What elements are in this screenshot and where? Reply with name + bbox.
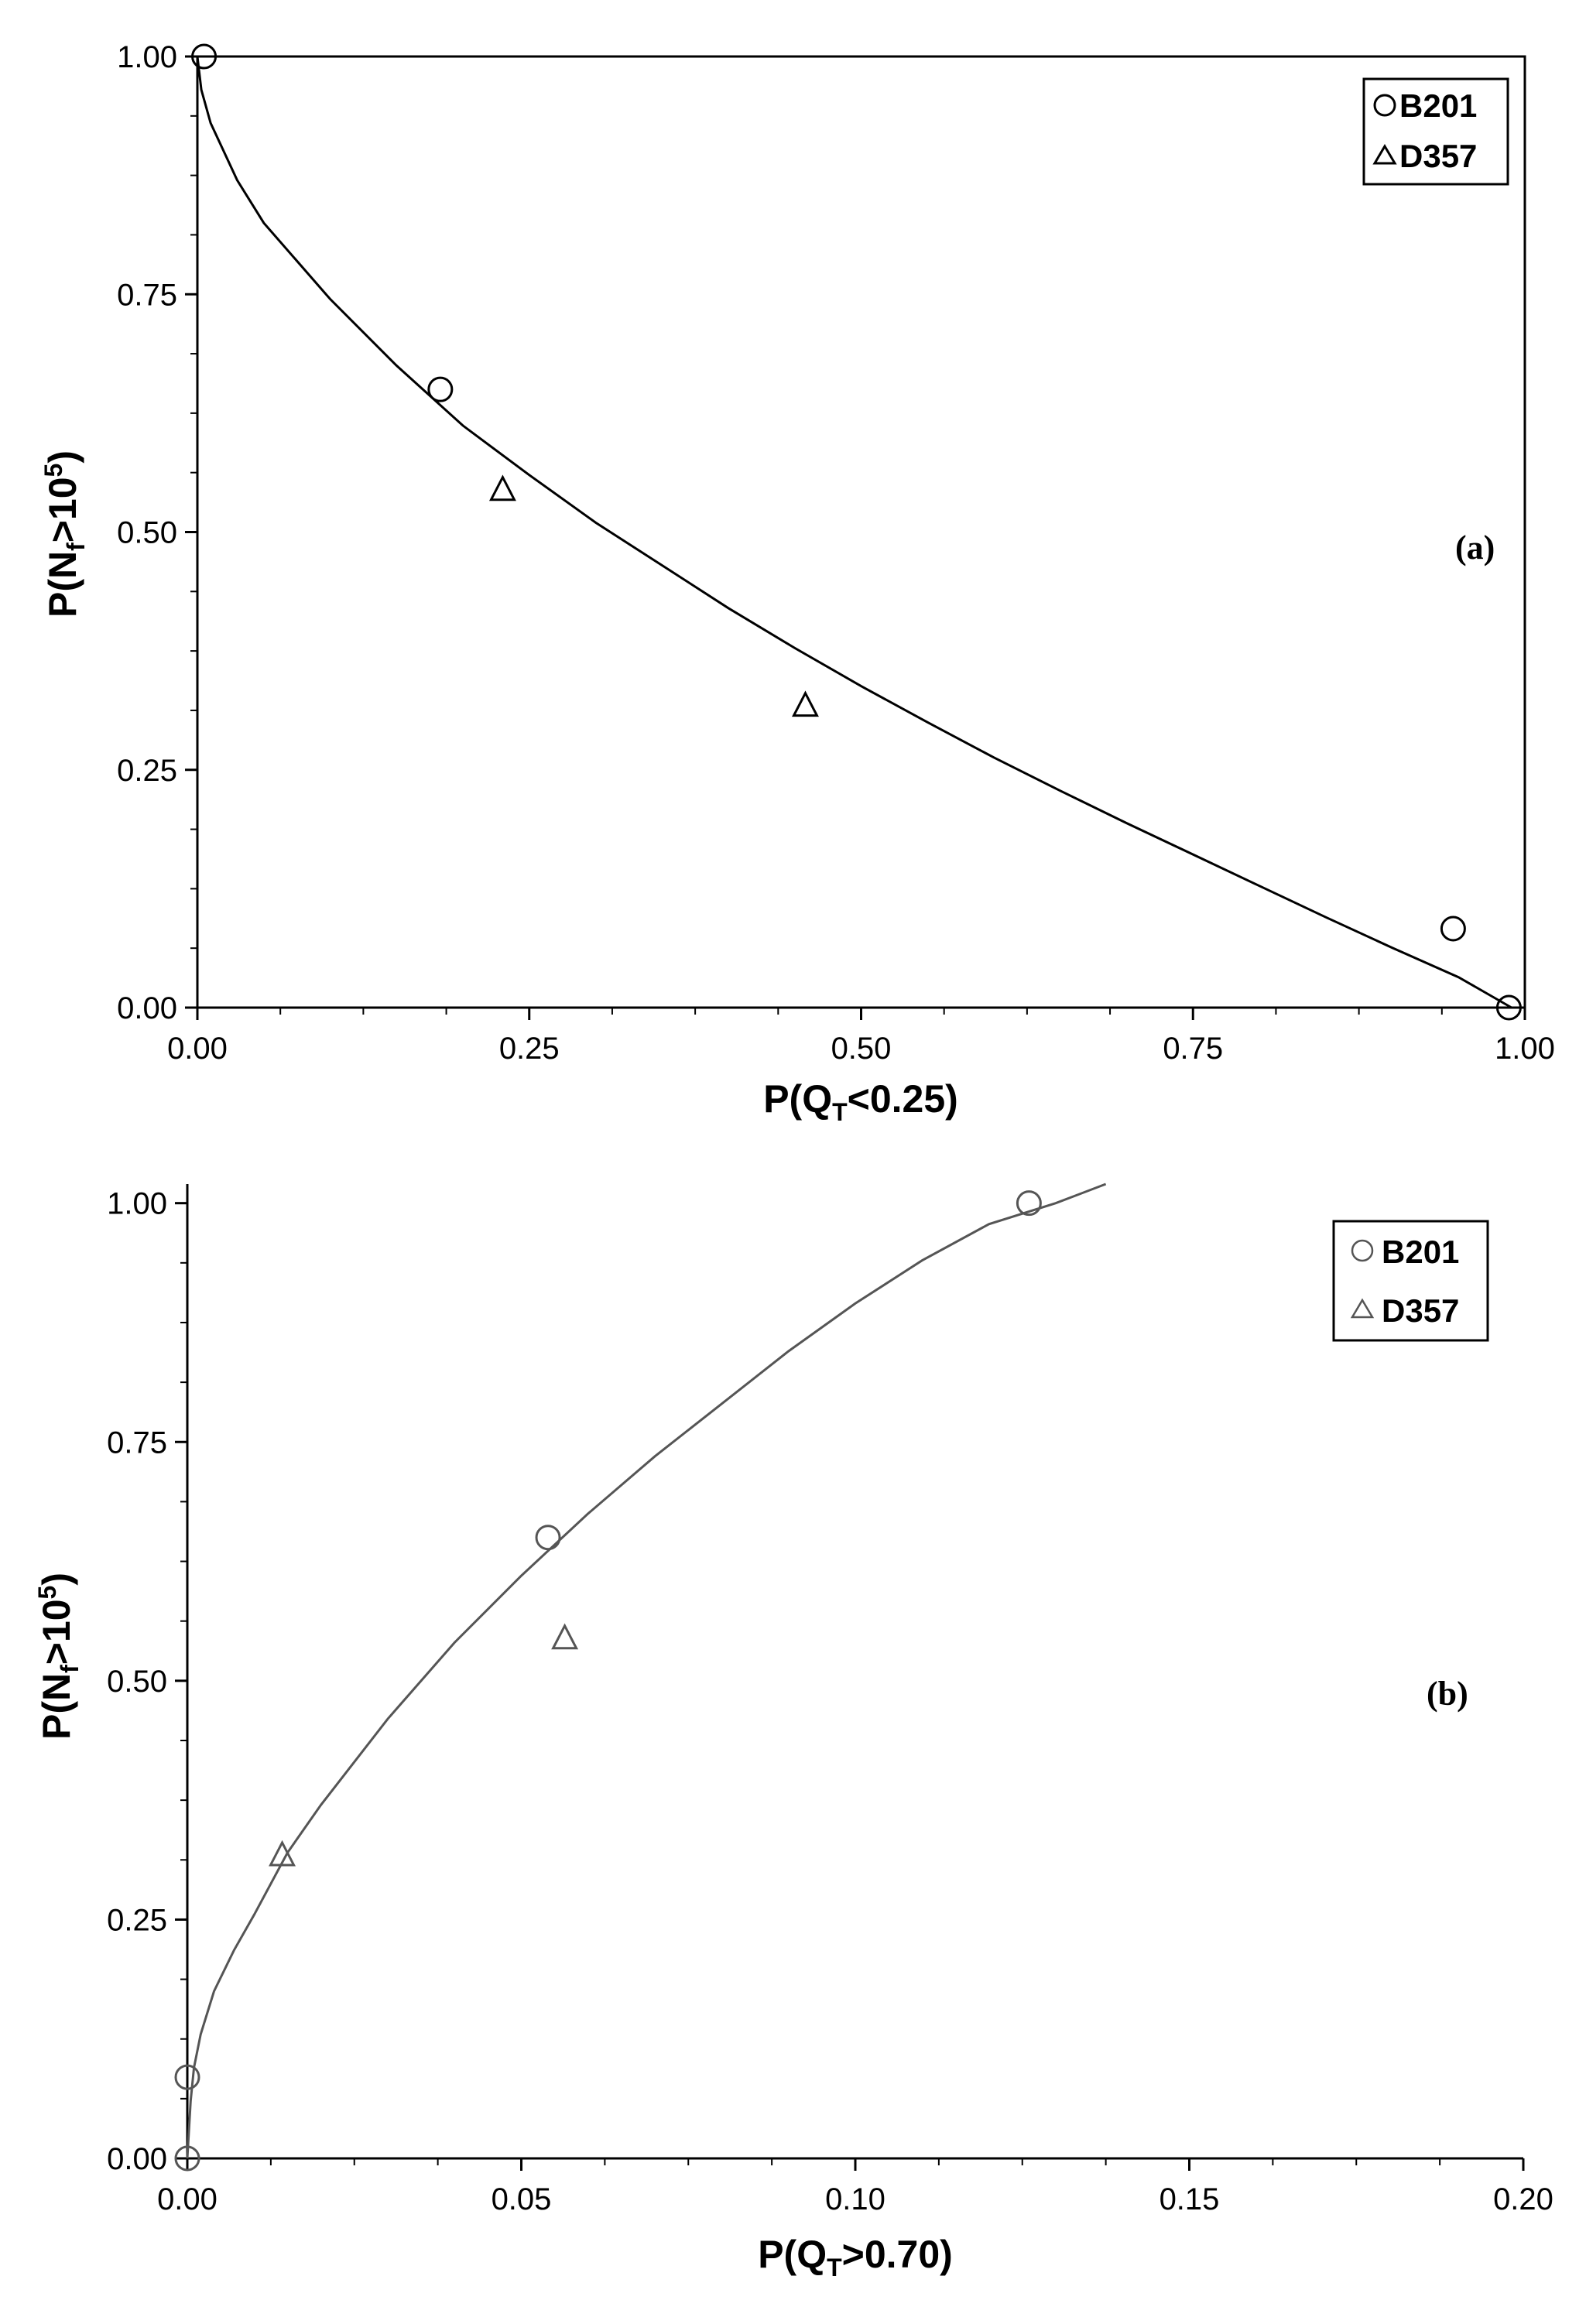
panel-b-legend-circle-marker — [1351, 1239, 1374, 1262]
panel-a-y-axis-title: P(Nf>105) — [39, 450, 90, 618]
b-point-b201 — [174, 2064, 200, 2090]
panel-b-legend: B201 D357 — [1332, 1220, 1489, 1342]
panel-b-fit-curve — [186, 1183, 1107, 2159]
panel-b-y-axis-title: P(Nf>105) — [33, 1573, 84, 1740]
panel-b-ticks — [175, 1202, 1525, 2171]
a-y-tick-label: 0.25 — [117, 754, 177, 788]
b-x-tick-label: 0.20 — [1493, 2182, 1553, 2216]
b-y-tick-label: 0.25 — [107, 1903, 167, 1937]
b-x-tick-label: 0.05 — [492, 2182, 552, 2216]
b-y-tick-label: 0.75 — [107, 1426, 167, 1460]
a-y-tick-label: 0.50 — [117, 516, 177, 550]
a-y-tick-label: 0.00 — [117, 991, 177, 1025]
panel-a-legend-label-d357: D357 — [1399, 138, 1477, 174]
a-y-tick-label: 0.75 — [117, 278, 177, 312]
a-point-b201 — [427, 376, 454, 402]
a-point-d357 — [792, 690, 819, 717]
b-point-d357 — [269, 1840, 296, 1867]
panel-a-legend-circle-marker — [1373, 94, 1396, 117]
panel-a-ticks — [185, 55, 1526, 1020]
b-point-d357 — [551, 1623, 579, 1650]
panel-b-chart: 0.00 0.05 0.10 0.15 0.20 0.00 0.25 0.50 0.75 1.00… — [33, 1183, 1553, 2281]
panel-b-legend-label-d357: D357 — [1382, 1292, 1459, 1329]
a-x-tick-label: 0.25 — [499, 1032, 560, 1066]
a-x-tick-label: 0.50 — [831, 1032, 892, 1066]
a-x-tick-label: 1.00 — [1495, 1032, 1555, 1066]
panel-a-data-points — [191, 43, 1522, 1021]
panel-a-legend-triangle-marker — [1372, 144, 1397, 165]
panel-a-fit-curve — [196, 56, 1512, 1009]
panel-b-x-axis-title: P(QT>0.70) — [758, 2233, 953, 2281]
b-fit-curve-line — [186, 1183, 1107, 2159]
b-point-b201 — [535, 1525, 561, 1551]
b-x-tick-label: 0.15 — [1160, 2182, 1220, 2216]
panel-b-legend-triangle-marker — [1350, 1298, 1375, 1319]
a-x-tick-label: 0.75 — [1163, 1032, 1223, 1066]
b-point-b201 — [174, 2145, 200, 2172]
panel-a-plot-frame — [196, 55, 1526, 1009]
a-point-b201 — [191, 43, 218, 70]
panel-a-chart: 0.00 0.25 0.50 0.75 1.00 0.00 0.25 0.50 0.75 1.00… — [39, 40, 1555, 1126]
panel-b-axes — [186, 1184, 1523, 2160]
b-y-tick-label: 0.00 — [107, 2142, 167, 2176]
panel-b-legend-label-b201: B201 — [1382, 1234, 1459, 1270]
b-x-tick-label: 0.10 — [825, 2182, 885, 2216]
panel-a-tag: (a) — [1455, 529, 1495, 566]
panel-a-legend: B201 D357 — [1362, 77, 1509, 186]
a-point-b201 — [1440, 916, 1466, 942]
b-x-tick-label: 0.00 — [157, 2182, 218, 2216]
a-fit-curve-line — [196, 56, 1512, 1009]
panel-b-data-points — [174, 1190, 1042, 2172]
panel-b-tick-labels: 0.00 0.05 0.10 0.15 0.20 0.00 0.25 0.50 0.75 1.00 — [107, 1187, 1553, 2216]
b-y-tick-label: 0.50 — [107, 1665, 167, 1699]
a-point-b201 — [1495, 994, 1522, 1021]
panel-b-tag: (b) — [1427, 1675, 1468, 1713]
a-y-tick-label: 1.00 — [117, 40, 177, 74]
b-point-b201 — [1016, 1190, 1042, 1217]
a-x-tick-label: 0.00 — [167, 1032, 228, 1066]
panel-a-tick-labels: 0.00 0.25 0.50 0.75 1.00 0.00 0.25 0.50 0.75 1.00 — [117, 40, 1555, 1066]
b-y-tick-label: 1.00 — [107, 1187, 167, 1221]
panel-a-legend-label-b201: B201 — [1399, 87, 1477, 124]
panel-a-x-axis-title: P(QT<0.25) — [763, 1077, 958, 1126]
a-point-d357 — [488, 474, 516, 501]
